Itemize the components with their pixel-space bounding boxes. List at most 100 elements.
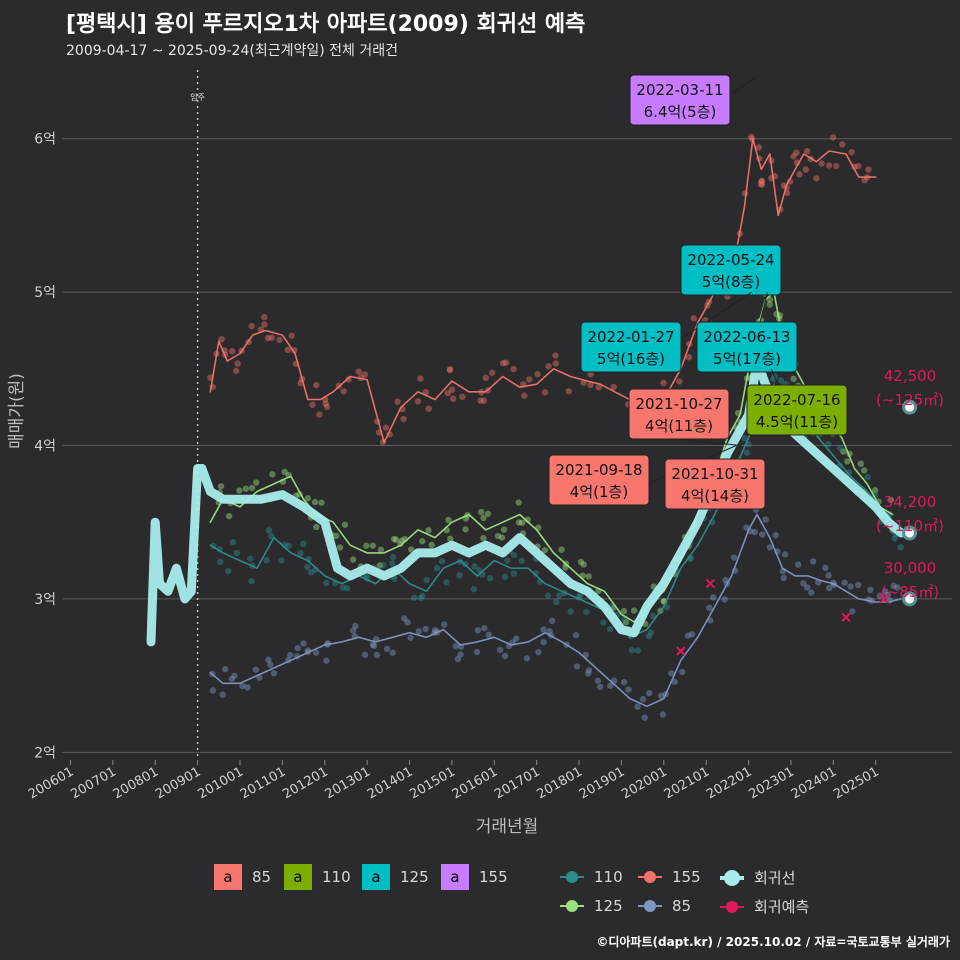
transaction-point — [269, 471, 276, 478]
annotation-price: 4억(14층) — [681, 487, 749, 505]
legend-box-155: a 155 — [441, 864, 508, 890]
transaction-point — [229, 538, 237, 546]
transaction-point — [286, 651, 294, 659]
transaction-point — [855, 581, 862, 589]
transaction-point — [448, 386, 456, 393]
transaction-point — [352, 622, 359, 630]
x-tick-label: 201301 — [323, 764, 373, 802]
transaction-point — [473, 648, 481, 656]
transaction-point — [219, 691, 226, 698]
transaction-point — [639, 695, 647, 703]
transaction-point — [600, 619, 607, 626]
transaction-point — [228, 348, 236, 355]
prediction-point — [902, 525, 918, 541]
transaction-point — [515, 499, 522, 506]
transaction-point — [796, 171, 803, 178]
transaction-point — [404, 619, 411, 626]
transaction-point — [480, 534, 487, 542]
transaction-point — [332, 532, 340, 540]
transaction-point — [392, 536, 400, 543]
transaction-point — [780, 574, 787, 582]
transaction-point — [312, 649, 320, 656]
legend-box-110: a 110 — [284, 864, 351, 890]
transaction-point — [518, 519, 526, 526]
chart-title: [평택시] 용이 푸르지오1차 아파트(2009) 회귀선 예측 — [66, 12, 586, 37]
prediction-area-label: (~85㎡) — [881, 583, 939, 601]
legend-box-swatch: a — [441, 864, 469, 890]
transaction-point — [480, 514, 487, 522]
annotation-price: 5억(16층) — [597, 350, 665, 368]
x-tick-label: 202301 — [746, 764, 796, 802]
transaction-point — [446, 366, 454, 373]
transaction-point — [546, 627, 553, 635]
transaction-point — [382, 424, 390, 431]
transaction-point — [587, 381, 594, 389]
transaction-point — [486, 575, 494, 582]
legend-line-155: 155 — [638, 867, 701, 887]
transaction-point — [587, 370, 594, 378]
transaction-point — [391, 575, 398, 582]
transaction-point — [847, 583, 854, 590]
transaction-point — [762, 516, 769, 523]
legend-box-label: 110 — [322, 868, 351, 886]
transaction-point — [261, 321, 268, 328]
transaction-point — [276, 336, 283, 344]
transaction-point — [585, 573, 592, 580]
transaction-point — [540, 626, 547, 633]
transaction-point — [595, 384, 602, 391]
prediction-marker — [879, 594, 889, 604]
transaction-point — [839, 141, 846, 148]
transaction-point — [340, 388, 347, 395]
annotation-price: 4.5억(11층) — [756, 413, 838, 431]
x-tick-label: 200901 — [153, 764, 203, 802]
transaction-point — [793, 149, 800, 156]
transaction-point — [316, 411, 323, 418]
legend-line-label: 회귀예측 — [754, 898, 810, 916]
transaction-point — [861, 176, 868, 184]
transaction-point — [242, 485, 250, 492]
transaction-point — [894, 584, 901, 591]
x-tick-label: 201701 — [492, 764, 542, 802]
prediction-value-label: 34,200 — [884, 493, 937, 511]
y-tick-label: 5억 — [34, 285, 56, 301]
prediction-marker — [705, 578, 716, 589]
transaction-point — [209, 687, 217, 694]
transaction-point — [261, 313, 268, 321]
transaction-point — [456, 572, 463, 579]
transaction-point — [216, 546, 223, 553]
transaction-point — [865, 166, 872, 173]
annotation-price: 5억(8층) — [702, 273, 760, 291]
transaction-point — [323, 579, 330, 587]
transaction-point — [248, 322, 255, 330]
transaction-point — [233, 549, 241, 557]
transaction-point — [452, 642, 459, 650]
transaction-point — [515, 519, 523, 526]
transaction-point — [444, 389, 452, 397]
transaction-point — [263, 557, 270, 564]
transaction-point — [471, 563, 478, 570]
transaction-point — [369, 542, 376, 549]
transaction-point — [573, 663, 581, 670]
transaction-point — [721, 596, 728, 603]
transaction-point — [845, 469, 853, 476]
transaction-point — [311, 498, 319, 506]
y-tick-label: 3억 — [34, 592, 56, 608]
transaction-point — [239, 682, 246, 690]
transaction-point — [647, 629, 655, 636]
transaction-point — [222, 666, 229, 673]
transaction-point — [730, 554, 738, 561]
transaction-point — [645, 689, 653, 697]
annotation-callout: 2021-10-27 4억(11층) — [628, 388, 741, 447]
transaction-point — [394, 398, 401, 405]
transaction-point — [278, 557, 285, 564]
transaction-point — [496, 646, 504, 654]
transaction-point — [549, 617, 556, 625]
transaction-point — [844, 458, 851, 465]
annotation-callout: 2021-10-31 4억(14층) — [664, 445, 766, 510]
transaction-point — [423, 576, 430, 584]
transaction-point — [790, 375, 797, 383]
transaction-point — [341, 521, 349, 528]
x-tick-label: 200801 — [111, 764, 161, 802]
transaction-point — [804, 584, 811, 591]
transaction-point — [248, 577, 255, 585]
